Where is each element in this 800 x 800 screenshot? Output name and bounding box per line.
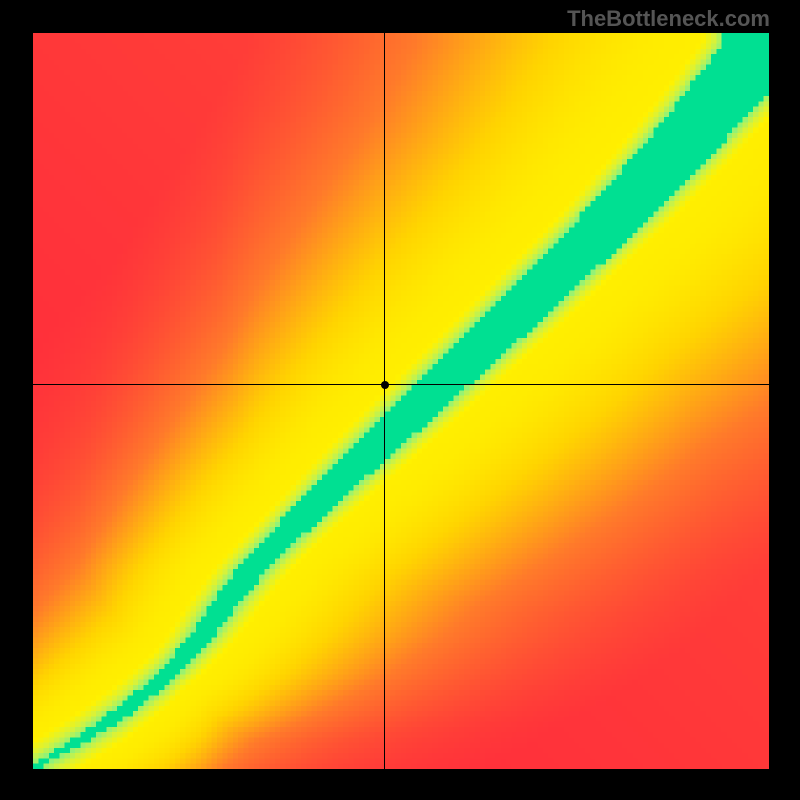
crosshair-horizontal xyxy=(33,384,769,385)
watermark-text: TheBottleneck.com xyxy=(567,6,770,32)
crosshair-vertical xyxy=(384,33,385,769)
heatmap-canvas xyxy=(33,33,769,769)
crosshair-marker xyxy=(381,381,389,389)
chart-container: TheBottleneck.com xyxy=(0,0,800,800)
